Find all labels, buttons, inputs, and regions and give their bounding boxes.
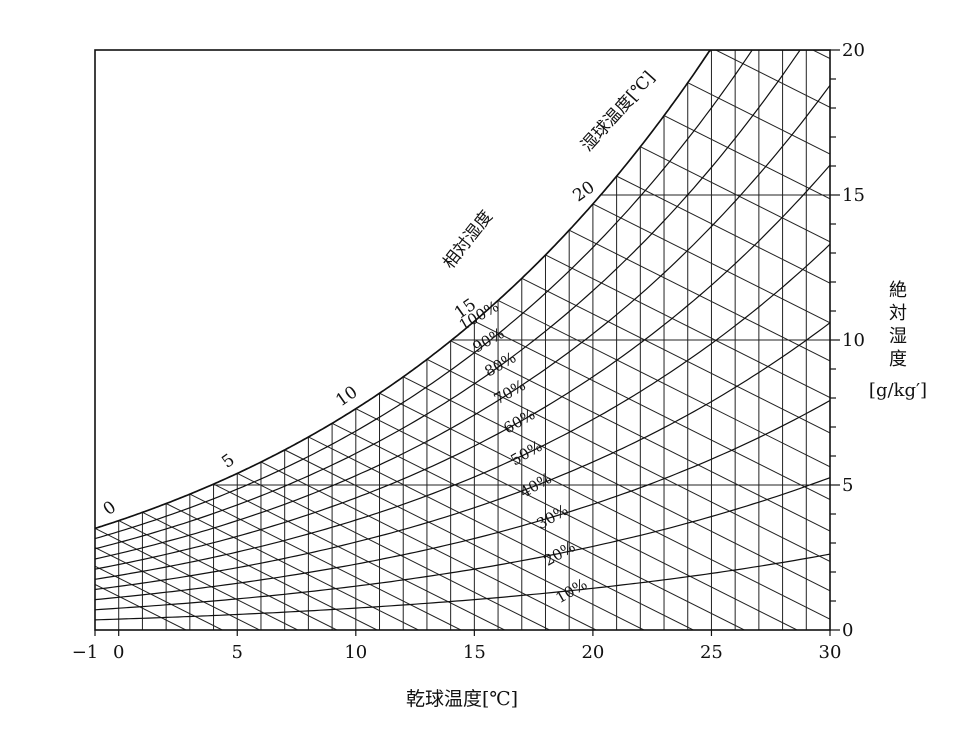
rh-curve-label: 60% (500, 405, 538, 437)
rh-curve (95, 243, 830, 580)
y-axis-label-part: 湿 (889, 326, 907, 347)
wet-bulb-line (759, 0, 965, 630)
wet-bulb-line (474, 320, 830, 501)
rh-curve (95, 477, 830, 611)
wet-bulb-line (403, 376, 830, 592)
y-tick-label: 15 (842, 185, 865, 206)
wet-bulb-line (237, 472, 550, 630)
above-saturation-mask (95, 50, 830, 529)
wet-bulb-line (811, 50, 830, 60)
x-tick-label: −1 (72, 642, 99, 663)
rh-curve-label: 50% (507, 437, 545, 469)
rh-curve (95, 553, 830, 621)
wet-bulb-line (783, 0, 965, 630)
y-axis-label-part: [g/kg′] (869, 380, 927, 401)
y-axis-label-part: 対 (889, 303, 907, 324)
x-tick-label: 5 (232, 642, 243, 663)
rh-curve-label: 80% (481, 348, 519, 380)
rh-curve-label: 90% (470, 324, 508, 356)
wet-bulb-line (521, 277, 830, 434)
wet-bulb-line (497, 299, 830, 468)
x-tick-label: 30 (819, 642, 842, 663)
saturation-curve (95, 50, 830, 530)
wet-bulb-line (165, 503, 419, 630)
rh-curve-label: 10% (552, 575, 590, 607)
wet-bulb-line (142, 511, 378, 630)
wet-bulb-line (95, 546, 260, 630)
wet-bulb-line (426, 358, 830, 563)
wet-bulb-line (95, 565, 223, 630)
grid-layer (95, 0, 965, 630)
wet-bulb-line (189, 493, 462, 630)
tick-layer (94, 49, 840, 636)
wet-bulb-line (308, 436, 694, 630)
rh-curve (95, 399, 830, 601)
wet-bulb-line (592, 203, 830, 324)
rh-curve (95, 50, 801, 550)
rh-curve (95, 322, 830, 591)
x-axis-label: 乾球温度[℃] (406, 688, 518, 710)
x-tick-label: 0 (113, 642, 124, 663)
rh-curve (95, 50, 753, 540)
y-tick-label: 0 (842, 620, 853, 641)
y-tick-label: 20 (842, 40, 865, 61)
rh-curve-label: 70% (491, 376, 529, 408)
wet-bulb-line (95, 583, 187, 630)
rh-curve-label: 20% (541, 537, 579, 569)
x-tick-label: 10 (344, 642, 367, 663)
wet-bulb-line (355, 408, 798, 630)
rh-curve-label: 40% (517, 469, 555, 501)
y-axis-label-part: 絶 (889, 280, 907, 301)
x-tick-label: 20 (581, 642, 604, 663)
wet-bulb-line (331, 422, 745, 630)
wet-bulb-line (545, 254, 830, 399)
wet-bulb-line (616, 175, 830, 284)
y-tick-label: 5 (842, 475, 853, 496)
rh-curve-label: 30% (534, 501, 572, 533)
wet-bulb-line (568, 229, 830, 362)
y-axis-label-part: 度 (889, 349, 907, 370)
y-tick-label: 10 (842, 330, 865, 351)
wet-bulb-line (213, 483, 505, 630)
rh-curve (95, 164, 830, 570)
wet-bulb-line (714, 50, 830, 108)
wet-bulb-line (260, 461, 597, 630)
wet-bulb-line (687, 82, 830, 155)
rh-curve (95, 84, 830, 560)
x-tick-label: 15 (463, 642, 486, 663)
wet-bulb-line (379, 392, 830, 620)
wet-bulb-line (284, 449, 645, 630)
x-tick-label: 25 (700, 642, 723, 663)
wet-bulb-line (640, 146, 830, 243)
